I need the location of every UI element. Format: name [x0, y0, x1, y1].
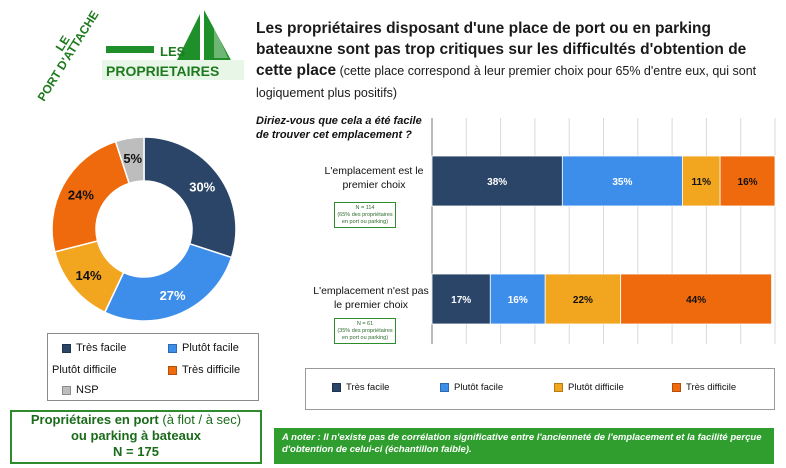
- legend-swatch: [62, 343, 71, 353]
- title-main: Les propriétaires disposant d'une place …: [256, 20, 747, 79]
- survey-question: Diriez-vous que cela a été facile de tro…: [256, 115, 422, 141]
- sample-line3: N = 175: [113, 444, 159, 459]
- bar-legend-plutot-facile: Plutôt facile: [440, 382, 503, 393]
- slide-title: Les propriétaires disposant d'une place …: [256, 18, 776, 104]
- donut-slice-label: 24%: [68, 187, 94, 202]
- donut-slice-label: 30%: [189, 180, 215, 195]
- legend-swatch: [440, 382, 449, 392]
- donut-slice-3: [51, 140, 131, 253]
- sample-line1-rest: (à flot / à sec): [158, 412, 242, 427]
- row-label-first-choice: L'emplacement est le premier choix: [324, 165, 424, 191]
- n-value: N = 114: [355, 205, 375, 211]
- bar-segment-label: 44%: [686, 295, 706, 306]
- bar-legend-tres-difficile: Très difficile: [672, 382, 736, 393]
- legend-item-plutot-difficile: Plutôt difficile: [52, 364, 117, 376]
- n-box-not-first-choice: N = 61 (35% des propriétaires en port ou…: [334, 318, 396, 344]
- legend-label: Plutôt difficile: [568, 382, 624, 393]
- logo-text-proprietaires: PROPRIETAIRES: [106, 63, 219, 79]
- bar-segment: [431, 155, 563, 207]
- sample-line2: ou parking à bateaux: [70, 428, 202, 443]
- legend-label: Très difficile: [686, 382, 737, 393]
- bar-segment: [620, 273, 772, 325]
- legend-swatch: [168, 365, 177, 375]
- n-value: N = 61: [356, 321, 374, 327]
- legend-swatch: [332, 382, 341, 392]
- bar-segment: [719, 155, 776, 207]
- legend-swatch: [62, 385, 71, 395]
- logo-text-les: LES: [160, 44, 186, 59]
- bar-segment: [561, 155, 683, 207]
- sample-size-box: Propriétaires en port (à flot / à sec) o…: [10, 410, 262, 464]
- bar-legend-tres-facile: Très facile: [332, 382, 389, 393]
- bar-segment-label: 22%: [573, 295, 593, 306]
- port-attache-logo: LE PORT D'ATTACHE LES PROPRIETAIRES: [35, 8, 244, 104]
- legend-swatch: [672, 382, 681, 392]
- legend-item-nsp: NSP: [62, 384, 99, 396]
- row-label-not-first-choice: L'emplacement n'est pas le premier choix: [313, 285, 429, 311]
- bar-segment: [544, 273, 622, 325]
- sample-line1-bold: Propriétaires en port: [30, 412, 159, 427]
- legend-label: Plutôt difficile: [52, 364, 117, 376]
- donut-slice-label: 14%: [76, 268, 102, 283]
- donut-slice-0: [143, 136, 237, 259]
- bar-segment-label: 16%: [738, 177, 758, 188]
- legend-label: Très facile: [346, 382, 390, 393]
- bar-segment-label: 35%: [612, 177, 632, 188]
- title-sub: (cette place correspond à leur premier c…: [256, 64, 757, 100]
- legend-label: Plutôt facile: [182, 342, 239, 354]
- n-box-first-choice: N = 114 (65% des propriétaires en port o…: [334, 202, 396, 228]
- donut-legend: Très facile Plutôt facile Plutôt diffici…: [47, 333, 259, 401]
- bar-segment-label: 38%: [487, 177, 507, 188]
- bar-segment: [431, 273, 491, 325]
- bar-segment-label: 16%: [508, 295, 528, 306]
- logo-text-port: PORT D'ATTACHE: [35, 8, 102, 103]
- bar-legend-plutot-difficile: Plutôt difficile: [554, 382, 624, 393]
- legend-swatch: [168, 343, 177, 353]
- bar-segment: [489, 273, 546, 325]
- bar-segment-label: 11%: [692, 177, 712, 188]
- n-note: (65% des propriétaires en port ou parkin…: [337, 212, 393, 225]
- bar-segment-label: 17%: [451, 295, 471, 306]
- donut-slice-4: [114, 136, 145, 185]
- donut-slice-1: [103, 242, 233, 322]
- legend-label: Très difficile: [182, 364, 241, 376]
- legend-item-plutot-facile: Plutôt facile: [168, 342, 239, 354]
- donut-chart: 30% 27% 14% 24% 5%: [51, 136, 237, 322]
- stacked-bar-chart: 38% 35% 11% 16% 17% 16% 22% 44%: [431, 118, 776, 344]
- n-note: (35% des propriétaires en port ou parkin…: [337, 328, 393, 341]
- legend-label: Plutôt facile: [454, 382, 504, 393]
- logo-text-le: LE: [53, 33, 73, 53]
- donut-slice-label: 5%: [123, 151, 142, 166]
- bar-legend: Très facile Plutôt facile Plutôt diffici…: [305, 368, 775, 410]
- legend-item-tres-facile: Très facile: [62, 342, 126, 354]
- legend-label: Très facile: [76, 342, 127, 354]
- note-banner: A noter : Il n'existe pas de corrélation…: [274, 428, 774, 464]
- legend-label: NSP: [76, 384, 99, 396]
- legend-swatch: [554, 382, 563, 392]
- legend-item-tres-difficile: Très difficile: [168, 364, 240, 376]
- bar-segment: [681, 155, 721, 207]
- donut-slice-label: 27%: [160, 288, 186, 303]
